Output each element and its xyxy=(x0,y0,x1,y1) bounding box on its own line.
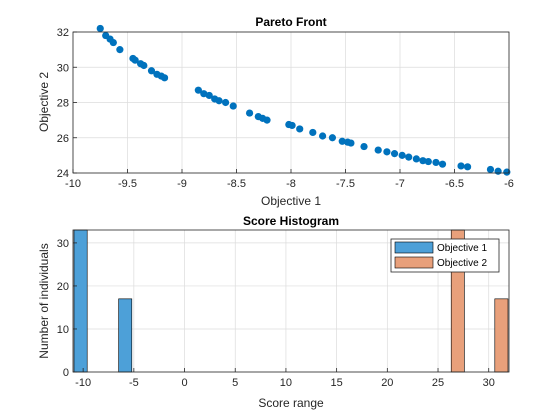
pareto-title: Pareto Front xyxy=(255,15,326,29)
legend-swatch-objective-2 xyxy=(394,256,434,269)
pareto-point-9 xyxy=(147,67,156,75)
pareto-x-tick-label-6: -7 xyxy=(395,178,405,190)
legend-swatch-objective-1 xyxy=(394,241,434,254)
histogram-x-tick-label-6: 20 xyxy=(381,377,393,389)
histogram-x-tick-label-2: 0 xyxy=(181,377,187,389)
histogram-x-tick-label-7: 25 xyxy=(432,377,444,389)
pareto-point-23 xyxy=(263,116,271,124)
pareto-point-46 xyxy=(486,165,495,174)
pareto-x-axis-label: Objective 1 xyxy=(261,194,321,208)
pareto-point-0 xyxy=(96,24,104,33)
pareto-x-tick-label-7: -6.5 xyxy=(445,178,464,190)
pareto-point-43 xyxy=(438,160,447,168)
histogram-bar-series-2-2 xyxy=(494,298,509,373)
histogram-y-axis-label: Number of individuals xyxy=(37,243,51,358)
pareto-ticks: -10 -9.5 -9 -8.5 -8 -7.5 -7 -6.5 -6 24 26 28 30 32 xyxy=(57,27,514,190)
histogram-legend: Objective 1 Objective 2 xyxy=(390,238,500,273)
pareto-x-tick-label-0: -10 xyxy=(65,178,81,190)
legend-label-objective-2: Objective 2 xyxy=(437,258,487,269)
pareto-point-20 xyxy=(245,109,254,117)
pareto-point-35 xyxy=(383,148,391,156)
histogram-axes-box xyxy=(72,229,510,373)
pareto-point-47 xyxy=(494,167,502,175)
pareto-x-tick-label-8: -6 xyxy=(504,178,514,190)
pareto-x-tick-label-4: -8 xyxy=(286,178,296,190)
histogram-x-axis-label: Score range xyxy=(258,396,324,410)
pareto-point-38 xyxy=(405,153,413,161)
pareto-point-6 xyxy=(131,56,139,64)
pareto-point-29 xyxy=(328,134,337,142)
pareto-point-12 xyxy=(160,74,169,82)
pareto-point-26 xyxy=(296,125,304,133)
pareto-point-19 xyxy=(229,102,237,110)
histogram-x-tick-label-5: 15 xyxy=(331,377,343,389)
pareto-point-25 xyxy=(288,121,296,130)
histogram-bar-series-1-2 xyxy=(118,298,133,373)
histogram-x-tick-label-1: -5 xyxy=(129,377,139,389)
pareto-front-plot: -10 -9.5 -9 -8.5 -8 -7.5 -7 -6.5 -6 24 26 28 30 32 Pa… xyxy=(37,15,514,208)
pareto-y-tick-label-2: 28 xyxy=(57,98,69,110)
histogram-x-tick-label-3: 5 xyxy=(232,377,238,389)
histogram-ticks: -10 -5 0 5 10 15 20 25 30 0 10 20 30 xyxy=(57,238,495,389)
pareto-point-14 xyxy=(200,90,208,98)
pareto-y-tick-label-0: 24 xyxy=(57,168,69,180)
legend-label-objective-1: Objective 1 xyxy=(437,243,487,254)
histogram-y-tick-label-0: 0 xyxy=(63,367,69,379)
pareto-point-15 xyxy=(205,91,213,100)
pareto-y-tick-label-3: 30 xyxy=(57,62,69,74)
pareto-x-tick-label-2: -9 xyxy=(177,178,187,190)
pareto-point-39 xyxy=(412,155,420,163)
pareto-y-tick-label-4: 32 xyxy=(57,27,69,39)
pareto-point-27 xyxy=(309,128,317,137)
pareto-point-45 xyxy=(463,163,472,171)
histogram-x-tick-label-4: 10 xyxy=(280,377,292,389)
pareto-point-13 xyxy=(194,86,202,94)
pareto-x-tick-label-3: -8.5 xyxy=(227,178,246,190)
histogram-y-tick-label-2: 20 xyxy=(57,281,69,293)
score-histogram-plot: -10 -5 0 5 10 15 20 25 30 0 10 20 30 Score Histogram… xyxy=(37,214,510,410)
histogram-x-tick-label-0: -10 xyxy=(75,377,91,389)
histogram-title: Score Histogram xyxy=(243,214,339,228)
pareto-point-40 xyxy=(419,157,427,165)
histogram-y-tick-label-3: 30 xyxy=(57,238,69,250)
pareto-y-tick-label-1: 26 xyxy=(57,133,69,145)
pareto-point-42 xyxy=(432,158,440,167)
pareto-point-36 xyxy=(390,150,399,158)
pareto-y-axis-label: Objective 2 xyxy=(37,72,51,132)
pareto-point-28 xyxy=(319,132,327,140)
pareto-point-44 xyxy=(457,162,465,170)
pareto-point-33 xyxy=(360,142,368,151)
histogram-bar-series-1-1 xyxy=(73,229,88,373)
pareto-point-32 xyxy=(347,139,355,147)
pareto-point-18 xyxy=(222,98,230,107)
pareto-point-41 xyxy=(424,157,432,166)
pareto-point-34 xyxy=(374,146,382,154)
pareto-points xyxy=(96,24,511,176)
pareto-point-3 xyxy=(109,38,117,47)
pareto-x-tick-label-1: -9.5 xyxy=(118,178,137,190)
pareto-point-17 xyxy=(215,97,223,105)
pareto-x-tick-label-5: -7.5 xyxy=(336,178,355,190)
histogram-x-tick-label-8: 30 xyxy=(483,377,495,389)
pareto-point-8 xyxy=(140,61,148,70)
pareto-point-37 xyxy=(398,151,406,159)
pareto-point-30 xyxy=(338,137,346,145)
pareto-point-4 xyxy=(116,46,124,54)
histogram-y-tick-label-1: 10 xyxy=(57,324,69,336)
